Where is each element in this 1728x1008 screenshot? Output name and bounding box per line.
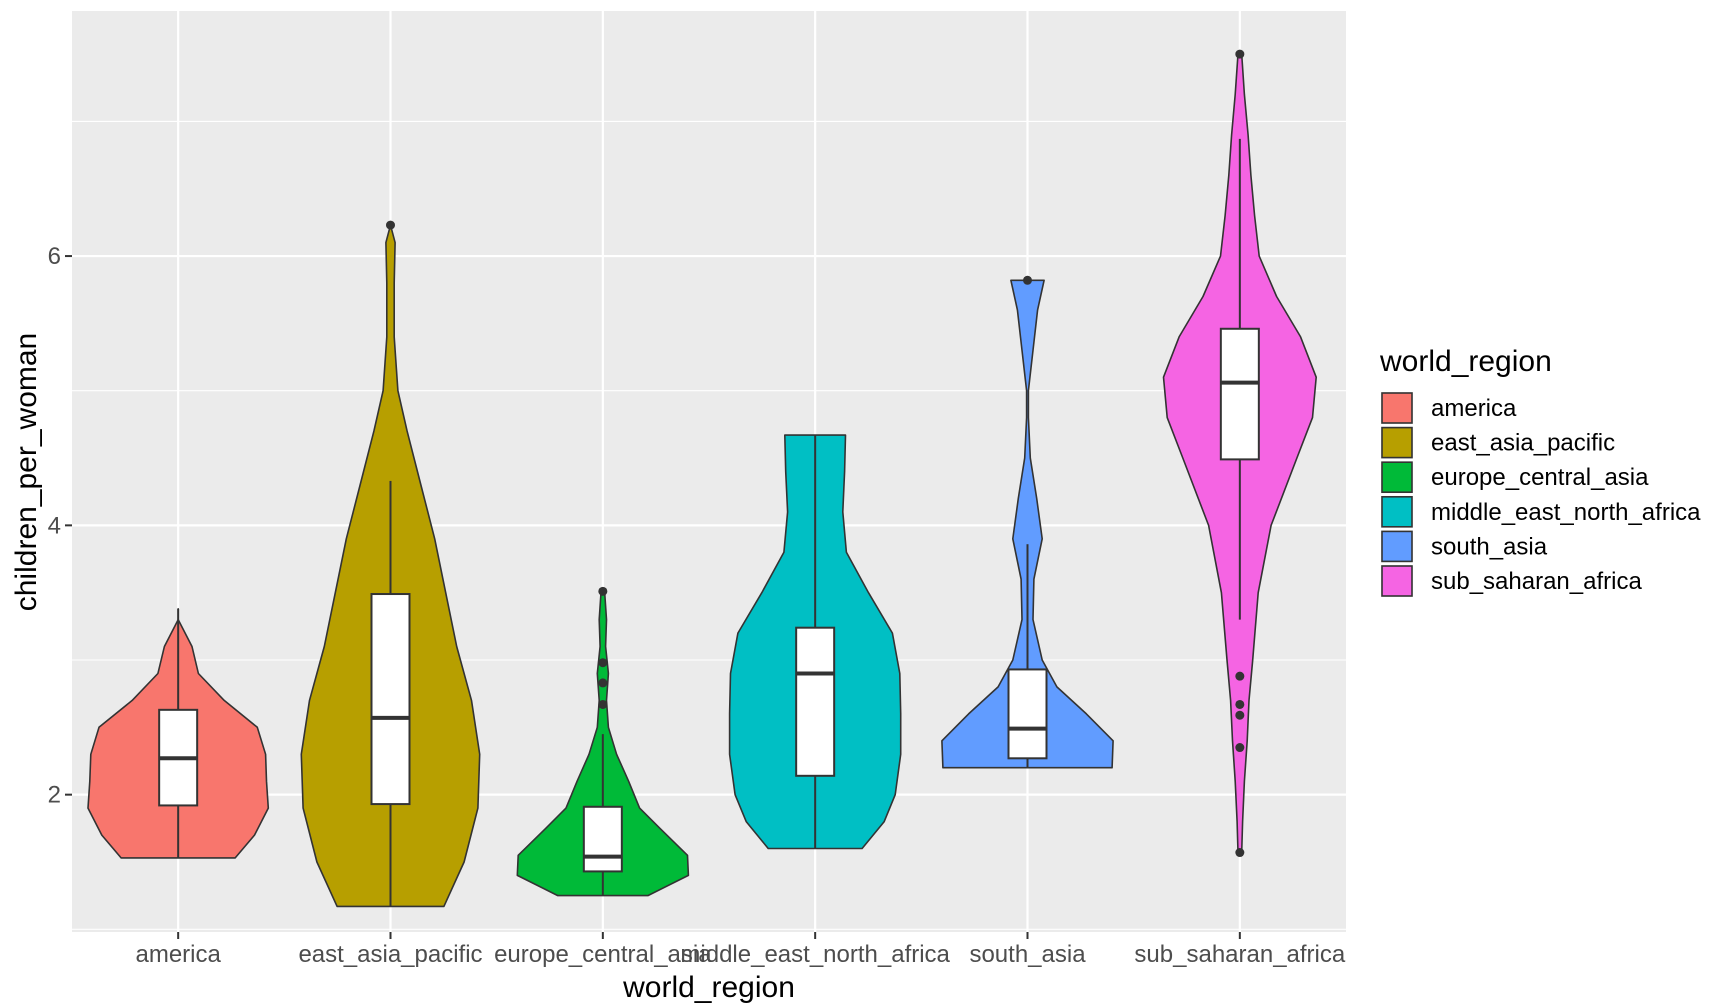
legend-label-europe_central_asia: europe_central_asia [1431,464,1649,491]
legend-label-sub_saharan_africa: sub_saharan_africa [1431,568,1642,595]
violin-south_asia [941,279,1114,769]
legend-swatch-america [1381,392,1413,424]
y-tick-label: 4 [48,512,61,539]
legend-title: world_region [1379,345,1552,378]
x-axis: america east_asia_pacific europe_central_a… [135,932,1346,968]
x-tick-label: sub_saharan_africa [1134,941,1345,968]
y-axis: 2 4 6 [48,243,72,809]
legend-swatch-europe_central_asia [1381,461,1413,494]
outlier-point-sub_saharan_africa [1235,671,1245,681]
x-tick-label: south_asia [969,941,1086,968]
box-south_asia [1007,668,1048,760]
box-middle_east_north_africa [795,626,836,777]
outlier-point-sub_saharan_africa [1235,699,1245,709]
legend-swatch-east_asia_pacific [1381,426,1413,459]
legend-items: america east_asia_pacific europe_central_a… [1381,392,1701,597]
x-tick-label: middle_east_north_africa [680,941,950,968]
minor-grid [72,120,1346,930]
outlier-points [386,49,1245,858]
outlier-point-sub_saharan_africa [1235,848,1245,858]
legend-label-south_asia: south_asia [1431,533,1548,560]
outlier-point-europe_central_asia [598,586,608,596]
x-tick-label: europe_central_asia [494,941,712,968]
box-east_asia_pacific [370,593,411,806]
box-sub_saharan_africa [1219,327,1260,461]
x-tick-label: america [135,941,221,968]
outlier-point-europe_central_asia [598,658,608,668]
legend-label-middle_east_north_africa: middle_east_north_africa [1431,499,1701,526]
legend-swatch-sub_saharan_africa [1381,565,1413,597]
legend-label-america: america [1431,395,1517,422]
outlier-point-europe_central_asia [598,699,608,709]
y-axis-title: children_per_woman [10,333,43,612]
outlier-point-east_asia_pacific [386,220,395,230]
legend: world_region america east_asia_pacificeur… [1379,345,1701,597]
outlier-point-south_asia [1023,275,1032,285]
boxplots [158,138,1260,907]
x-tick-label: east_asia_pacific [298,941,482,968]
outlier-point-sub_saharan_africa [1235,49,1245,59]
outlier-point-sub_saharan_africa [1235,710,1245,720]
outlier-point-europe_central_asia [598,678,608,688]
legend-swatch-middle_east_north_africa [1381,495,1413,528]
panel-background [72,11,1346,932]
y-tick-label: 6 [48,243,61,270]
outlier-point-sub_saharan_africa [1235,743,1245,753]
legend-label-east_asia_pacific: east_asia_pacific [1431,430,1615,457]
y-tick-label: 2 [48,782,61,809]
x-axis-title: world_region [622,971,795,1004]
box-europe_central_asia [582,805,623,873]
legend-swatch-south_asia [1381,530,1413,563]
